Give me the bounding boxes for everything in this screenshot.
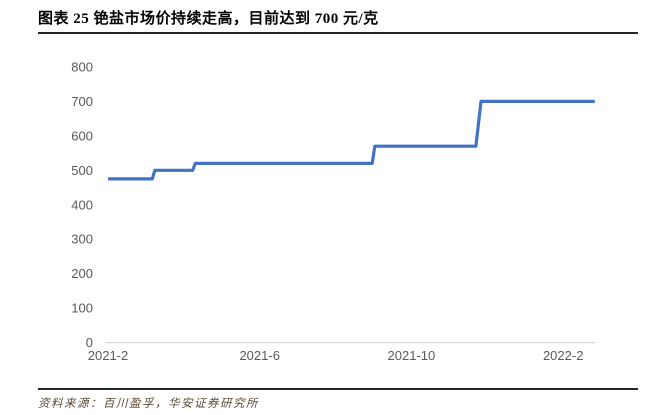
y-axis-tick-label: 700 (71, 94, 93, 109)
price-series-line (108, 99, 595, 181)
figure-title: 图表 25 铯盐市场价持续走高，目前达到 700 元/克 (38, 11, 379, 27)
x-axis-tick-label: 2021-10 (388, 348, 436, 363)
y-axis-tick-label: 800 (71, 60, 93, 75)
x-axis-tick-label: 2022-2 (543, 348, 583, 363)
y-axis-tick-label: 600 (71, 128, 93, 143)
y-axis-tick-label: 0 (86, 335, 93, 350)
source-note-block: 资料来源：百川盈孚，华安证券研究所 (38, 388, 638, 412)
y-axis-tick-label: 200 (71, 266, 93, 281)
y-axis-tick-label: 100 (71, 301, 93, 316)
x-axis-tick-label: 2021-6 (239, 348, 279, 363)
y-axis-tick-label: 300 (71, 232, 93, 247)
x-axis-tick-label: 2021-2 (88, 348, 128, 363)
source-note: 资料来源：百川盈孚，华安证券研究所 (38, 398, 259, 410)
figure-title-block: 图表 25 铯盐市场价持续走高，目前达到 700 元/克 (38, 10, 638, 34)
y-axis-tick-label: 500 (71, 163, 93, 178)
y-axis-tick-label: 400 (71, 197, 93, 212)
